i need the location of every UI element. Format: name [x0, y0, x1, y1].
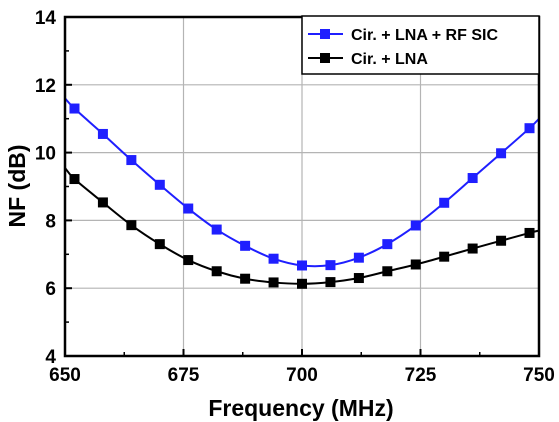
series-0-point: [410, 220, 421, 231]
y-tick-label: 4: [45, 347, 56, 368]
series-layer: [64, 97, 540, 289]
series-1-point: [240, 273, 251, 284]
y-tick-label: 14: [35, 8, 57, 29]
x-tick-label: 675: [168, 365, 200, 386]
legend-label-sic: Cir. + LNA + RF SIC: [351, 27, 498, 44]
series-0-point: [496, 148, 507, 159]
axis-ticks: [64, 16, 540, 357]
x-tick-label: 725: [405, 365, 437, 386]
series-0-point: [211, 224, 222, 235]
series-1-point: [69, 174, 80, 185]
series-0-point: [154, 179, 165, 190]
series-0-point: [240, 240, 251, 251]
series-0-point: [183, 203, 194, 214]
x-tick-label: 750: [523, 365, 555, 386]
series-0-point: [382, 239, 393, 250]
y-tick-label: 12: [35, 76, 56, 97]
x-axis-title: Frequency (MHz): [208, 395, 393, 421]
x-tick-label: 650: [49, 365, 81, 386]
legend-marker-sic: [320, 29, 330, 39]
series-0-point: [268, 253, 279, 264]
series-1-point: [467, 243, 478, 254]
series-1-point: [97, 197, 108, 208]
legend-box: [301, 15, 540, 75]
tick-labels: 650 675 700 725 750 4 6 8 10 12 14: [35, 8, 555, 386]
y-axis-title: NF (dB): [4, 144, 30, 227]
legend-label-lna: Cir. + LNA: [351, 51, 428, 68]
series-1-point: [382, 266, 393, 277]
series-0-point: [353, 252, 364, 263]
series-1-point: [154, 239, 165, 250]
series-1-point: [496, 235, 507, 246]
legend: Cir. + LNA + RF SIC Cir. + LNA: [301, 15, 540, 75]
series-1-point: [439, 251, 450, 262]
series-0-point: [467, 173, 478, 184]
series-1-point: [353, 273, 364, 284]
series-0-point: [126, 155, 137, 166]
series-1-point: [524, 227, 535, 238]
series-0-point: [439, 197, 450, 208]
series-0-point: [524, 123, 535, 134]
x-tick-label: 700: [286, 365, 318, 386]
y-tick-label: 8: [45, 211, 56, 232]
series-1-point: [126, 220, 137, 231]
series-1-point: [211, 266, 222, 277]
series-1-point: [410, 259, 421, 270]
series-0-point: [297, 260, 307, 271]
series-1-point: [325, 277, 336, 288]
series-0-point: [325, 260, 336, 271]
y-tick-label: 10: [35, 144, 56, 165]
series-1-point: [297, 278, 307, 289]
series-0-point: [69, 103, 80, 114]
series-0-point: [97, 128, 108, 139]
y-tick-label: 6: [45, 279, 56, 300]
legend-marker-lna: [320, 53, 330, 63]
series-1-point: [268, 277, 279, 288]
series-1-point: [183, 255, 194, 266]
